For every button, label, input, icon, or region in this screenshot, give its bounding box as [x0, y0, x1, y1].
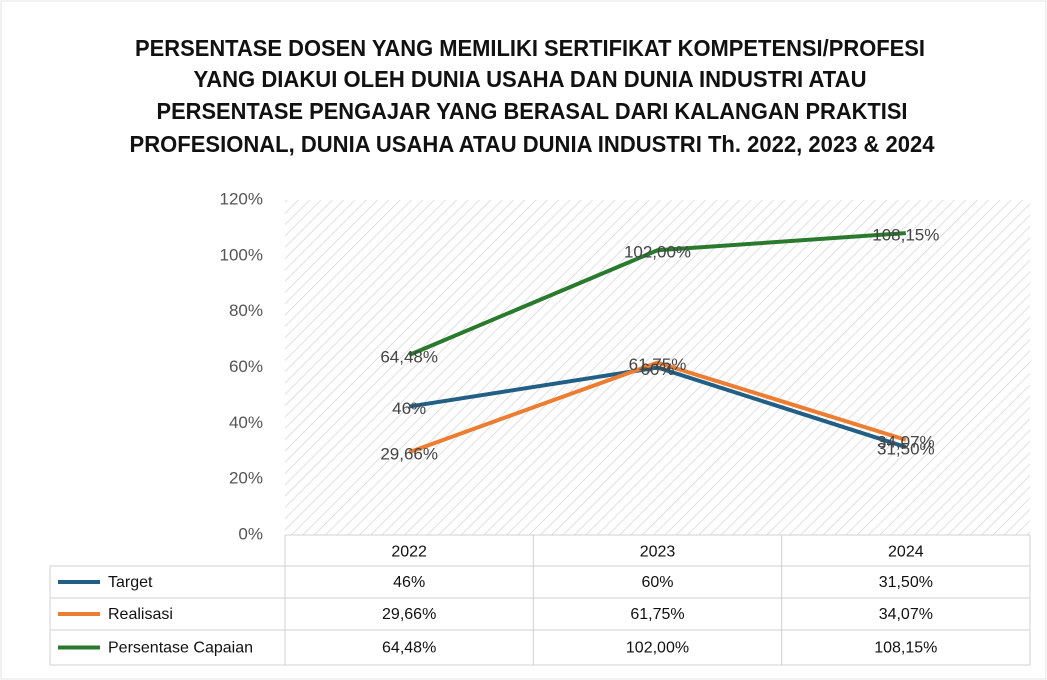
- y-tick-label: 40%: [229, 413, 263, 432]
- table-cell: 108,15%: [874, 640, 937, 657]
- data-label: 102,00%: [624, 243, 691, 262]
- legend-label: Realisasi: [108, 606, 173, 623]
- table-cell: 64,48%: [382, 640, 436, 657]
- data-label: 34,07%: [877, 432, 935, 451]
- chart-title: PROFESIONAL, DUNIA USAHA ATAU DUNIA INDU…: [130, 131, 935, 157]
- table-cell: 31,50%: [879, 574, 933, 591]
- series-line: [408, 365, 907, 449]
- table-cell: 60%: [641, 574, 673, 591]
- data-label: 108,15%: [872, 226, 939, 245]
- data-label: 46%: [392, 399, 426, 418]
- y-tick-label: 0%: [238, 524, 263, 543]
- data-label: 64,48%: [380, 347, 438, 366]
- chart-title: PERSENTASE DOSEN YANG MEMILIKI SERTIFIKA…: [135, 35, 925, 61]
- table-cell: 61,75%: [630, 606, 684, 623]
- x-tick-label: 2022: [391, 544, 427, 561]
- data-label: 61,75%: [629, 355, 687, 374]
- data-label: 29,66%: [380, 445, 438, 464]
- y-tick-label: 20%: [229, 469, 263, 488]
- y-tick-label: 60%: [229, 357, 263, 376]
- chart-title: PERSENTASE PENGAJAR YANG BERASAL DARI KA…: [157, 98, 908, 124]
- legend-label: Persentase Capaian: [108, 640, 253, 657]
- y-tick-label: 80%: [229, 301, 263, 320]
- x-tick-label: 2023: [640, 544, 676, 561]
- series-line: [408, 231, 906, 357]
- table-cell: 34,07%: [879, 606, 933, 623]
- x-tick-label: 2024: [888, 544, 924, 561]
- table-cell: 46%: [393, 574, 425, 591]
- chart-title: YANG DIAKUI OLEH DUNIA USAHA DAN DUNIA I…: [194, 66, 867, 92]
- table-cell: 29,66%: [382, 606, 436, 623]
- series-line: [408, 360, 907, 455]
- y-tick-label: 100%: [220, 245, 263, 264]
- table-cell: 102,00%: [626, 640, 689, 657]
- data-label: 31,50%: [877, 440, 935, 459]
- legend-label: Target: [108, 574, 153, 591]
- y-tick-label: 120%: [220, 189, 263, 208]
- data-label: 60%: [640, 360, 674, 379]
